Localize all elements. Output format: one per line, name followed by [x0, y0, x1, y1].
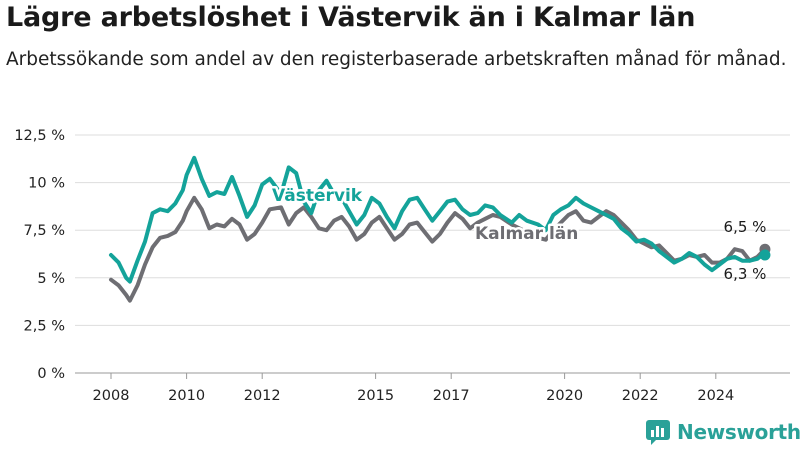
y-tick-label: 5 %	[37, 271, 65, 287]
y-tick-label: 12,5 %	[14, 128, 65, 144]
x-tick-label: 2008	[93, 388, 130, 404]
y-axis-ticks: 0 % 2,5 % 5 % 7,5 % 10 % 12,5 %	[14, 128, 65, 382]
x-tick-label: 2012	[244, 388, 281, 404]
y-tick-label: 10 %	[28, 176, 65, 192]
y-tick-label: 7,5 %	[24, 223, 65, 239]
series-lines	[109, 155, 771, 303]
series-label-kalmar-halo: Kalmar län	[475, 224, 578, 244]
x-tick-label: 2015	[357, 388, 394, 404]
x-axis-ticks: 2008 2010 2012 2015 2017 2020 2022 2024	[93, 373, 734, 404]
newsworthy-logo-icon	[646, 420, 670, 445]
gridlines	[75, 134, 790, 374]
chart-title: Lägre arbetslöshet i Västervik än i Kalm…	[6, 2, 696, 33]
end-label-vastervik: 6,3 %	[724, 265, 767, 283]
series-label-vastervik: Västervik	[272, 186, 363, 206]
chart-subtitle: Arbetssökande som andel av den registerb…	[6, 49, 787, 70]
x-tick-label: 2024	[697, 388, 734, 404]
series-label-kalmar: Kalmar län	[475, 224, 578, 244]
endpoint-vastervik	[759, 249, 771, 261]
x-tick-label: 2022	[622, 388, 659, 404]
x-tick-label: 2020	[546, 388, 583, 404]
y-tick-label: 2,5 %	[24, 318, 65, 334]
end-label-kalmar: 6,5 %	[724, 218, 767, 236]
y-tick-label: 0 %	[37, 366, 65, 382]
x-tick-label: 2017	[433, 388, 470, 404]
x-tick-label: 2010	[168, 388, 205, 404]
series-line-vastervik	[109, 155, 767, 284]
series-label-vastervik-halo: Västervik	[272, 186, 363, 206]
brand-name: Newsworthy	[677, 420, 800, 444]
brand-logo: Newsworthy	[645, 419, 800, 445]
